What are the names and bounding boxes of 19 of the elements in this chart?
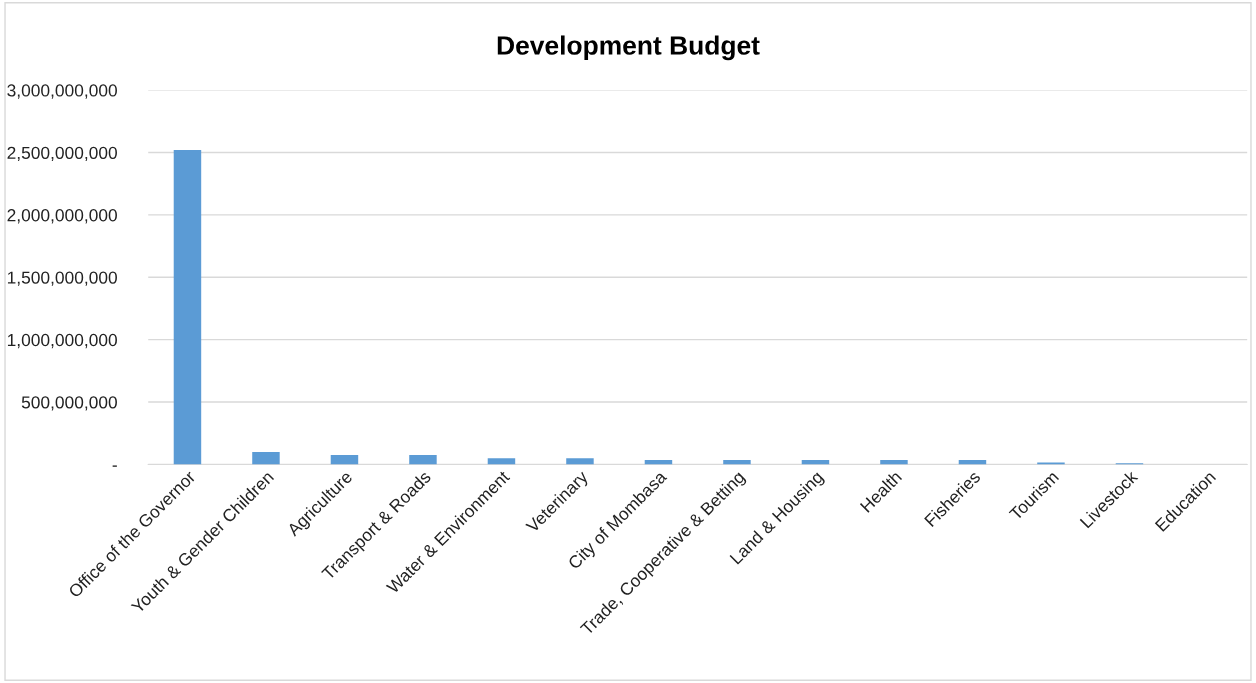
y-tick-label: - <box>112 465 117 467</box>
bar <box>644 460 673 465</box>
bar <box>173 150 202 465</box>
y-tick-label: 2,000,000,000 <box>7 209 117 224</box>
bar <box>723 460 751 465</box>
bar <box>958 460 987 465</box>
bar <box>330 455 359 465</box>
chart-title: Development Budget <box>497 35 760 61</box>
bar <box>252 451 280 465</box>
y-tick-label: 3,000,000,000 <box>7 84 117 99</box>
y-tick-label: 500,000,000 <box>21 396 117 411</box>
y-tick-label: 1,000,000,000 <box>7 333 117 349</box>
bar <box>801 460 830 465</box>
bar <box>487 458 516 465</box>
bar <box>566 458 594 465</box>
y-tick-label: 1,500,000,000 <box>7 271 117 286</box>
bar <box>409 455 437 465</box>
y-tick-label: 2,500,000,000 <box>7 146 117 162</box>
bar <box>880 460 908 465</box>
